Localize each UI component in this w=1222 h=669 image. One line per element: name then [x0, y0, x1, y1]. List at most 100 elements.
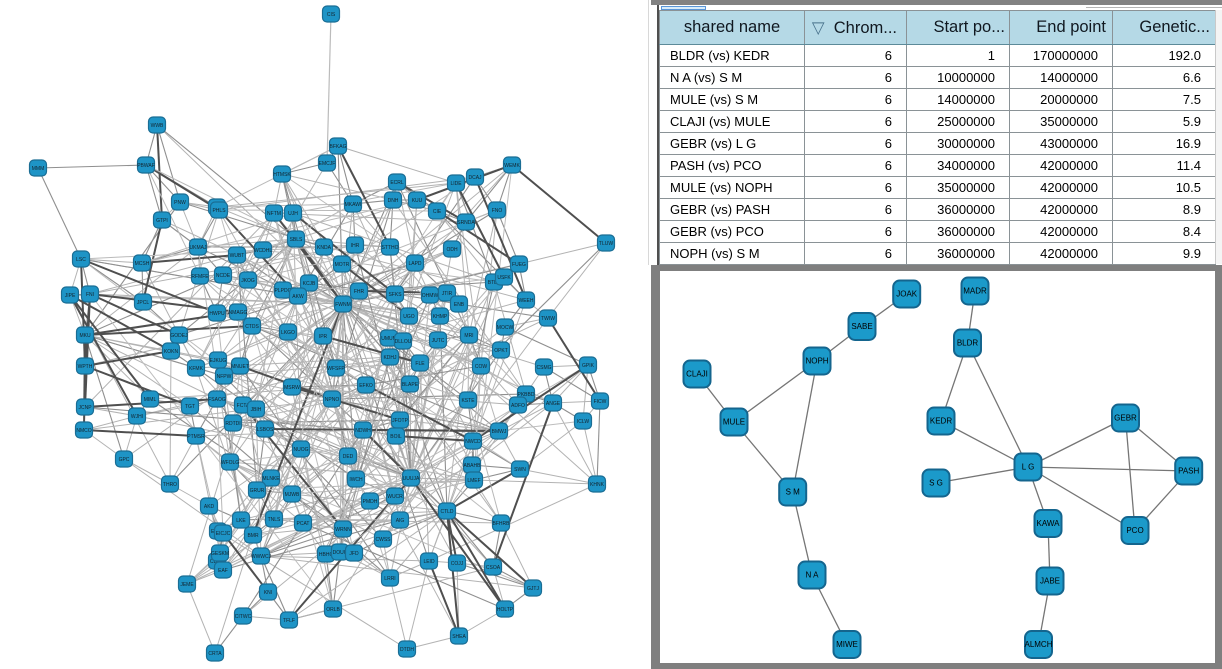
- svg-text:WJHI: WJHI: [131, 414, 143, 420]
- svg-text:MIWE: MIWE: [836, 640, 858, 649]
- svg-text:LSBOS: LSBOS: [257, 427, 274, 433]
- svg-text:MMM: MMM: [32, 166, 45, 172]
- svg-text:NWCD: NWCD: [465, 439, 481, 445]
- svg-text:PNW: PNW: [174, 200, 186, 206]
- svg-text:KAWA: KAWA: [1037, 519, 1061, 528]
- svg-text:ODH: ODH: [446, 247, 458, 253]
- svg-text:RFMFE: RFMFE: [191, 274, 209, 280]
- svg-text:DLLOU: DLLOU: [395, 339, 412, 345]
- svg-text:PMDH: PMDH: [363, 499, 378, 505]
- svg-text:JOAK: JOAK: [896, 290, 918, 299]
- svg-text:KCJB: KCJB: [303, 281, 316, 287]
- svg-text:GJTJ: GJTJ: [527, 586, 539, 592]
- svg-text:ALMCH: ALMCH: [1024, 640, 1052, 649]
- svg-text:DTDH: DTDH: [400, 647, 414, 653]
- svg-text:PBWAF: PBWAF: [137, 163, 155, 169]
- svg-text:GPC: GPC: [119, 457, 130, 463]
- svg-text:AIG: AIG: [396, 518, 405, 524]
- svg-text:NMCO: NMCO: [76, 428, 91, 434]
- svg-text:GODEJ: GODEJ: [170, 333, 188, 339]
- svg-text:FNO: FNO: [492, 208, 503, 214]
- svg-text:KNDA: KNDA: [317, 245, 332, 251]
- svg-text:BFKAG: BFKAG: [330, 144, 347, 150]
- svg-text:KHMP: KHMP: [433, 314, 448, 320]
- svg-text:JPCL: JPCL: [137, 300, 149, 306]
- svg-text:BTLS: BTLS: [488, 280, 501, 286]
- svg-text:ENB: ENB: [454, 302, 465, 308]
- svg-text:S G: S G: [929, 479, 943, 488]
- svg-text:MSRW: MSRW: [284, 385, 300, 391]
- svg-text:BFHRB: BFHRB: [493, 521, 511, 527]
- svg-text:STTHO: STTHO: [382, 245, 399, 251]
- svg-text:JKOG: JKOG: [241, 278, 255, 284]
- svg-text:ABAHB: ABAHB: [464, 463, 482, 469]
- svg-text:COW: COW: [475, 364, 488, 370]
- svg-text:LRRI: LRRI: [384, 576, 395, 582]
- svg-text:JIPE: JIPE: [65, 293, 76, 299]
- svg-text:WUCR: WUCR: [387, 494, 403, 500]
- svg-text:EJKUG: EJKUG: [210, 358, 227, 364]
- svg-text:ANGE: ANGE: [546, 401, 561, 407]
- svg-text:NDWH: NDWH: [355, 428, 371, 434]
- svg-text:CIE: CIE: [433, 209, 442, 215]
- svg-text:JABE: JABE: [1040, 577, 1060, 586]
- svg-text:KDHJ: KDHJ: [383, 355, 397, 361]
- svg-text:PCO: PCO: [1126, 526, 1143, 535]
- svg-text:JFOTP: JFOTP: [392, 418, 408, 424]
- svg-text:S M: S M: [786, 488, 801, 497]
- svg-text:LEID: LEID: [423, 559, 435, 565]
- svg-text:LAPD: LAPD: [408, 261, 421, 267]
- svg-text:MJWB: MJWB: [285, 492, 300, 498]
- svg-text:CTLD: CTLD: [440, 509, 453, 515]
- svg-text:CWSS: CWSS: [376, 537, 392, 543]
- svg-text:KOKN: KOKN: [164, 349, 179, 355]
- svg-text:SHEA: SHEA: [452, 634, 466, 640]
- svg-text:RDTDI: RDTDI: [225, 421, 240, 427]
- svg-text:WRNN: WRNN: [335, 527, 351, 533]
- svg-text:THRO: THRO: [163, 482, 177, 488]
- svg-text:KUU: KUU: [412, 198, 423, 204]
- svg-text:USFK: USFK: [497, 275, 511, 281]
- svg-text:ADFO: ADFO: [511, 403, 525, 409]
- svg-text:MIML: MIML: [144, 397, 157, 403]
- svg-text:FNI: FNI: [86, 292, 94, 298]
- svg-text:TNLS: TNLS: [268, 517, 281, 523]
- svg-text:OHMW: OHMW: [422, 293, 439, 299]
- svg-text:WCDHL: WCDHL: [254, 248, 273, 254]
- svg-text:CIS: CIS: [327, 12, 336, 18]
- svg-text:WEMK: WEMK: [504, 163, 520, 169]
- svg-text:PHLS: PHLS: [212, 208, 226, 214]
- svg-text:TGT: TGT: [185, 404, 195, 410]
- svg-text:PLPDO: PLPDO: [275, 288, 292, 294]
- svg-text:LSC: LSC: [76, 257, 86, 263]
- svg-text:MRI: MRI: [464, 333, 473, 339]
- svg-text:MCSH: MCSH: [135, 261, 150, 267]
- svg-text:NFTM: NFTM: [267, 211, 281, 217]
- svg-text:MULE: MULE: [723, 418, 745, 427]
- svg-text:L G: L G: [1022, 463, 1035, 472]
- svg-text:MOCW: MOCW: [497, 325, 514, 331]
- svg-text:MOTR: MOTR: [335, 262, 350, 268]
- svg-text:JEME: JEME: [180, 582, 194, 588]
- svg-text:CLAJI: CLAJI: [686, 370, 708, 379]
- svg-text:ORLB: ORLB: [326, 607, 340, 613]
- svg-text:FHR: FHR: [354, 289, 365, 295]
- svg-text:BMR: BMR: [247, 533, 259, 539]
- svg-text:NCDE: NCDE: [216, 273, 231, 279]
- svg-text:SFKS: SFKS: [388, 292, 402, 298]
- svg-text:FSAOG: FSAOG: [208, 397, 226, 403]
- svg-text:LMEF: LMEF: [467, 478, 480, 484]
- svg-text:UJH: UJH: [288, 211, 298, 217]
- svg-text:DOUU: DOUU: [333, 550, 348, 556]
- svg-text:EFKO: EFKO: [359, 383, 373, 389]
- svg-text:WWB: WWB: [151, 123, 164, 129]
- svg-text:CITWC: CITWC: [235, 614, 252, 620]
- svg-text:IHR: IHR: [351, 243, 360, 249]
- svg-text:NPNO: NPNO: [325, 397, 340, 403]
- svg-text:BOIL: BOIL: [390, 434, 402, 440]
- svg-text:UGO: UGO: [403, 314, 415, 320]
- svg-text:BLAPE: BLAPE: [402, 382, 419, 388]
- svg-text:MKU: MKU: [79, 333, 91, 339]
- svg-text:MLNKE: MLNKE: [262, 476, 280, 482]
- svg-text:DNH: DNH: [388, 198, 399, 204]
